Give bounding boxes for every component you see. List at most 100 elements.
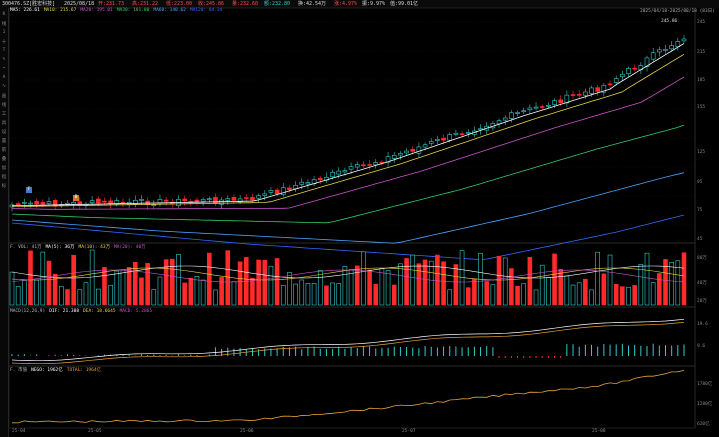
signal-f-marker[interactable]: F xyxy=(26,187,32,193)
toolbar-tool-9[interactable]: 画 xyxy=(1,94,7,99)
volume-bar xyxy=(447,289,453,306)
macd-hist-bar xyxy=(578,346,580,356)
volume-bar xyxy=(638,264,644,306)
signal-b-marker[interactable]: B xyxy=(73,195,79,201)
macd-hist-bar xyxy=(245,349,247,356)
macd-hist-bar xyxy=(103,354,105,356)
macd-hist-bar xyxy=(319,348,321,356)
volume-bar xyxy=(15,286,21,306)
toolbar-tool-19[interactable]: 标 xyxy=(1,184,7,189)
volume-bar xyxy=(367,269,372,306)
candle-body xyxy=(644,57,650,67)
toolbar-tool-7[interactable]: A xyxy=(2,75,6,80)
macd-hist-bar xyxy=(467,347,469,356)
volume-bar xyxy=(126,267,132,306)
volume-bar xyxy=(552,253,557,306)
volume-bar xyxy=(102,267,107,306)
vol-head-entry: MA(5): 36万 xyxy=(45,245,75,250)
macd-hist-bar xyxy=(609,344,611,356)
volume-ma-line xyxy=(11,269,685,283)
toolbar-tool-13[interactable]: 设 xyxy=(1,130,7,135)
volume-bar xyxy=(570,284,576,306)
volume-bar xyxy=(188,277,194,306)
volume-bar xyxy=(675,260,681,306)
candle-body xyxy=(317,178,323,181)
volume-bar xyxy=(22,280,27,306)
toolbar-tool-18[interactable]: 指 xyxy=(1,175,7,180)
macd-head-entry: DIF: 21.388 xyxy=(49,309,80,314)
high-price: 高:231.22 xyxy=(132,1,159,7)
candle-body xyxy=(657,49,662,53)
macd-hist-bar xyxy=(122,354,124,356)
low-price: 低:223.00 xyxy=(166,1,193,7)
volume-bar xyxy=(613,283,619,306)
volume-bar xyxy=(657,273,662,306)
toolbar-tool-17[interactable]: 加 xyxy=(1,166,7,171)
volume-bar xyxy=(558,269,563,306)
toolbar-tool-4[interactable]: T xyxy=(2,48,6,53)
toolbar-tool-10[interactable]: 线 xyxy=(1,103,7,108)
candle-body xyxy=(373,162,379,166)
candle-body xyxy=(416,146,422,154)
volume-bar xyxy=(324,285,329,306)
candle-body xyxy=(607,83,613,86)
candle-body xyxy=(613,78,619,83)
vol-head-entry: MA(10): 43万 xyxy=(78,245,111,250)
toolbar-tool-16[interactable]: 叠 xyxy=(1,157,7,162)
volume-bar xyxy=(502,257,508,306)
volume-bar xyxy=(213,289,218,306)
volume-bar xyxy=(361,251,366,306)
toolbar-tool-15[interactable]: 箭 xyxy=(1,148,7,153)
candle-body xyxy=(182,198,187,201)
macd-hist-bar xyxy=(258,349,260,356)
macd-hist-bar xyxy=(597,346,599,356)
candle-body xyxy=(22,202,27,204)
candle-body xyxy=(120,201,126,204)
date-tick: 25-08 xyxy=(592,429,606,434)
volume-bar xyxy=(133,261,138,306)
macd-hist-bar xyxy=(603,344,605,356)
price-tick: 155 xyxy=(697,105,706,110)
volume-bar xyxy=(428,260,434,306)
candle-body xyxy=(194,199,200,203)
toolbar-tool-8[interactable]: ∿ xyxy=(2,84,6,89)
stock-code[interactable]: 300476.SZ[胜宏科技] xyxy=(2,1,56,7)
toolbar-tool-11[interactable]: 工 xyxy=(1,112,7,117)
date-tick: 25-05 xyxy=(88,429,102,434)
volume-bar xyxy=(34,279,39,306)
macd-hist-bar xyxy=(517,356,519,358)
macd-hist-bar xyxy=(399,346,401,356)
toolbar-tool-1[interactable]: 线 xyxy=(1,22,7,27)
candle-body xyxy=(213,197,218,204)
volume-bar xyxy=(632,285,637,306)
amount-value: 额:232.80 xyxy=(264,1,291,7)
toolbar-tool-2[interactable]: 1 xyxy=(2,30,6,35)
fund-head-entry: F. 市值 xyxy=(10,368,28,373)
toolbar-tool-3[interactable]: 十 xyxy=(1,40,7,45)
volume-bar xyxy=(151,289,157,306)
vol-head-entry: MA(20): 40万 xyxy=(114,245,146,250)
volume-bar xyxy=(330,282,335,306)
candle-body xyxy=(89,200,95,203)
volume-bar xyxy=(219,277,224,306)
macd-hist-bar xyxy=(443,346,445,356)
volume-bar xyxy=(250,277,255,306)
toolbar-tool-14[interactable]: 置 xyxy=(1,139,7,144)
toolbar-tool-12[interactable]: 具 xyxy=(1,121,7,126)
price-tick: 125 xyxy=(697,150,706,155)
candle-body xyxy=(46,201,52,204)
volume-bar xyxy=(539,264,545,306)
toolbar-tool-5[interactable]: ✎ xyxy=(2,57,6,62)
candle-body xyxy=(231,196,237,201)
market-value-line xyxy=(11,370,685,424)
ma-legend: MA5: 226.61 MA10: 215.67 MA20: 195.01 MA30:… xyxy=(10,8,226,13)
volume-bar xyxy=(182,282,187,306)
toolbar-tool-0[interactable]: K xyxy=(2,12,6,17)
price-tick: 45 xyxy=(697,237,703,242)
macd-hist-bar xyxy=(159,355,161,356)
toolbar-tool-6[interactable]: ⌁ xyxy=(2,66,6,71)
candle-body xyxy=(342,170,348,173)
candle-body xyxy=(620,73,625,78)
candle-body xyxy=(465,132,471,134)
